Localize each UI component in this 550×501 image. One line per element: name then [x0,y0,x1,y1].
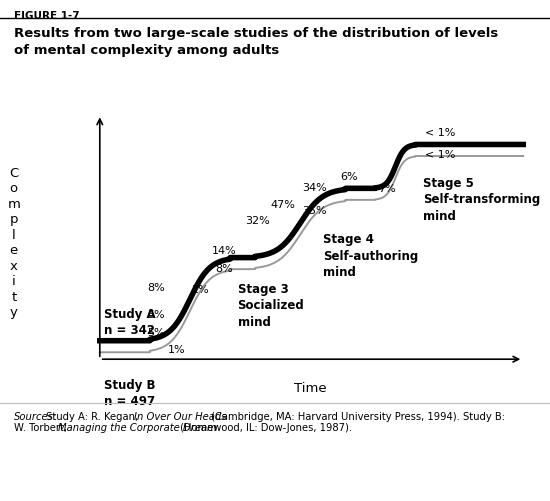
Text: < 1%: < 1% [425,128,456,138]
Text: 6%: 6% [340,172,358,182]
Text: 32%: 32% [245,216,270,226]
Text: Study A
n = 342: Study A n = 342 [104,309,156,337]
Text: Stage 5
Self-transforming
mind: Stage 5 Self-transforming mind [423,177,540,223]
Text: (Cambridge, MA: Harvard University Press, 1994). Study B:: (Cambridge, MA: Harvard University Press… [208,412,505,422]
Text: Study A: R. Kegan,: Study A: R. Kegan, [43,412,142,422]
Text: 2%: 2% [191,285,209,295]
Text: 1%: 1% [167,345,185,355]
Text: Results from two large-scale studies of the distribution of levels
of mental com: Results from two large-scale studies of … [14,27,498,57]
Text: W. Torbert,: W. Torbert, [14,423,70,433]
Text: 5%: 5% [147,328,165,338]
Text: < 1%: < 1% [425,150,456,160]
Text: 14%: 14% [212,246,236,257]
Text: 7%: 7% [378,184,395,194]
Text: C
o
m
p
l
e
x
i
t
y: C o m p l e x i t y [7,167,20,319]
Text: (Homewood, IL: Dow-Jones, 1987).: (Homewood, IL: Dow-Jones, 1987). [177,423,352,433]
Text: Stage 4
Self-authoring
mind: Stage 4 Self-authoring mind [323,233,418,280]
Text: 8%: 8% [147,284,165,294]
Text: 34%: 34% [302,183,327,193]
Text: Stage 3
Socialized
mind: Stage 3 Socialized mind [238,283,304,329]
Text: 8%: 8% [215,264,233,274]
Text: Managing the Corporate Dream: Managing the Corporate Dream [58,423,217,433]
Text: 35%: 35% [302,205,327,215]
Text: FIGURE 1-7: FIGURE 1-7 [14,11,79,21]
Text: Time: Time [294,382,327,395]
Text: In Over Our Heads: In Over Our Heads [134,412,227,422]
Text: Study B
n = 497: Study B n = 497 [104,379,155,408]
Text: 5%: 5% [147,310,165,320]
Text: 47%: 47% [270,199,295,209]
Text: Sources:: Sources: [14,412,57,422]
